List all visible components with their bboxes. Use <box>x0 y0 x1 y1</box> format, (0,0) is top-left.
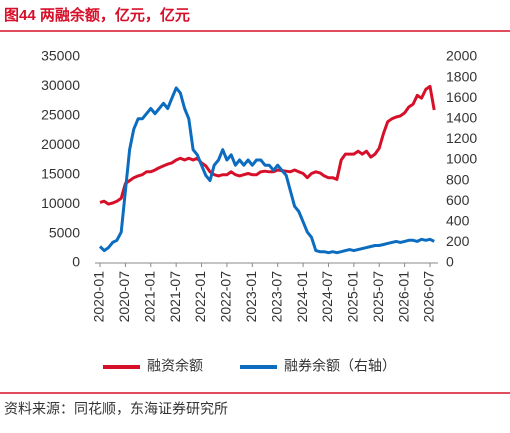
x-tick-label: 2026-01 <box>395 271 411 323</box>
x-tick-label: 2024-01 <box>294 271 310 323</box>
x-tick-label: 2025-01 <box>345 271 361 323</box>
x-tick-label: 2020-07 <box>116 271 132 323</box>
series-line <box>98 86 435 255</box>
y2-tick-label: 1600 <box>446 89 477 105</box>
y-tick-label: 35000 <box>41 48 80 64</box>
y2-tick-label: 400 <box>446 213 470 229</box>
y-tick-label: 30000 <box>41 77 80 93</box>
y2-tick-label: 800 <box>446 171 470 187</box>
y-tick-label: 10000 <box>41 195 80 211</box>
y-tick-label: 20000 <box>41 136 80 152</box>
legend-label: 融资余额 <box>147 358 203 374</box>
x-tick-label: 2023-01 <box>243 271 259 323</box>
chart-title: 图44 两融余额，亿元，亿元 <box>4 6 190 24</box>
y2-tick-label: 1400 <box>446 110 477 126</box>
y2-tick-label: 1200 <box>446 130 477 146</box>
x-tick-label: 2021-01 <box>141 271 157 323</box>
x-tick-label: 2023-07 <box>268 271 284 323</box>
y-tick-label: 25000 <box>41 107 80 123</box>
x-tick-label: 2024-07 <box>319 271 335 323</box>
series-line <box>99 84 436 206</box>
y2-tick-label: 2000 <box>446 48 477 64</box>
x-tick-label: 2022-07 <box>218 271 234 323</box>
y2-tick-label: 1800 <box>446 68 477 84</box>
x-tick-label: 2020-01 <box>91 271 107 323</box>
x-tick-label: 2021-07 <box>167 271 183 323</box>
legend-label: 融券余额（右轴） <box>284 358 396 374</box>
y-tick-label: 0 <box>72 254 80 270</box>
x-tick-label: 2022-01 <box>192 271 208 323</box>
source: 资料来源：同花顺，东海证券研究所 <box>4 401 228 417</box>
y2-tick-label: 600 <box>446 192 470 208</box>
y-tick-label: 15000 <box>41 165 80 181</box>
y2-tick-label: 200 <box>446 233 470 249</box>
y2-tick-label: 0 <box>446 254 454 270</box>
x-tick-label: 2025-07 <box>370 271 386 323</box>
y-tick-label: 5000 <box>49 224 80 240</box>
x-tick-label: 2026-07 <box>421 271 437 323</box>
y2-tick-label: 1000 <box>446 151 477 167</box>
